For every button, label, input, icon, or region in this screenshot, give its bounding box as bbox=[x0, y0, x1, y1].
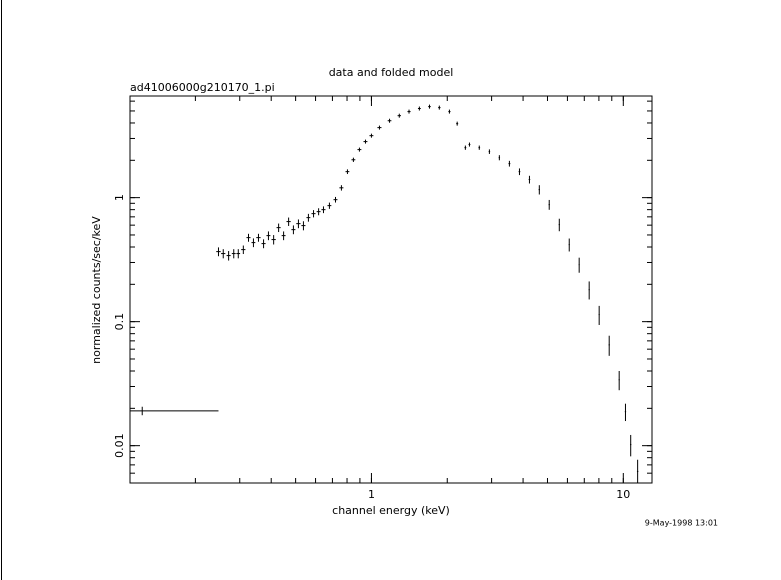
data-marks bbox=[130, 104, 639, 483]
chart-subtitle: ad41006000g210170_1.pi bbox=[130, 81, 275, 94]
timestamp: 9-May-1998 13:01 bbox=[645, 519, 718, 528]
y-tick-label: 0.1 bbox=[113, 313, 126, 331]
y-tick-label: 1 bbox=[113, 194, 126, 201]
plot-frame bbox=[129, 95, 653, 484]
x-axis-label: channel energy (keV) bbox=[332, 504, 450, 517]
y-tick-label: 0.01 bbox=[113, 433, 126, 458]
y-axis-label: normalized counts/sec/keV bbox=[90, 216, 103, 364]
x-tick-label: 1 bbox=[368, 488, 375, 501]
x-tick-label: 10 bbox=[616, 488, 630, 501]
chart-title: data and folded model bbox=[329, 66, 454, 79]
